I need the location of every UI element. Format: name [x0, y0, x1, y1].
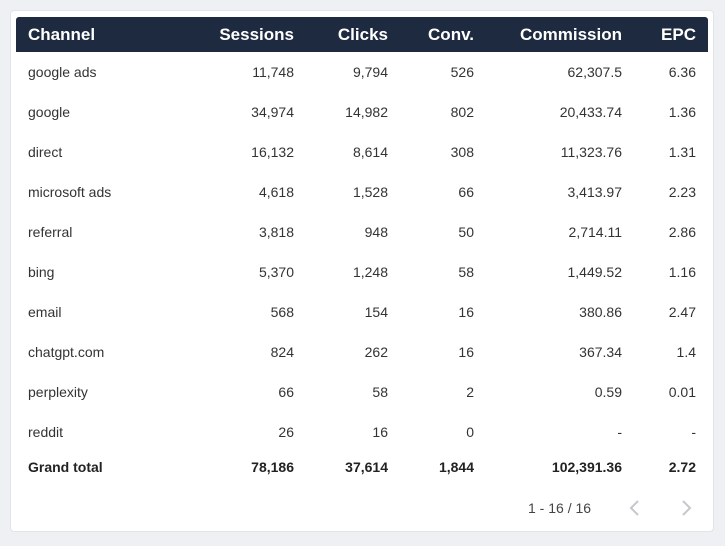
- column-header: Conv.: [428, 25, 474, 44]
- row-label: direct: [28, 144, 63, 160]
- row-label: bing: [28, 264, 55, 280]
- cell-value: 14,982: [345, 104, 388, 120]
- column-header: Sessions: [219, 25, 294, 44]
- cell-value: 380.86: [579, 304, 622, 320]
- cell-value: 2.23: [668, 184, 696, 200]
- cell-value: 802: [450, 104, 474, 120]
- pagination-label: 1 - 16 / 16: [528, 500, 592, 516]
- row-label: google: [28, 104, 71, 120]
- cell-value: 1.4: [676, 344, 696, 360]
- cell-value: 367.34: [579, 344, 622, 360]
- column-header: EPC: [661, 25, 696, 44]
- cell-value: 26: [278, 424, 294, 440]
- next-page[interactable]: [676, 498, 696, 518]
- cell-value: 824: [270, 344, 294, 360]
- cell-value: 308: [450, 144, 474, 160]
- cell-value: 2: [466, 384, 474, 400]
- prev-page[interactable]: [625, 498, 645, 518]
- cell-value: 1.36: [668, 104, 696, 120]
- cell-value: 58: [458, 264, 474, 280]
- row-label: email: [28, 304, 62, 320]
- cell-value: 1,528: [352, 184, 388, 200]
- total-value: 102,391.36: [551, 459, 622, 475]
- cell-value: 2.47: [668, 304, 696, 320]
- cell-value: 11,323.76: [560, 144, 622, 160]
- total-value: 37,614: [345, 459, 388, 475]
- row-label: chatgpt.com: [28, 344, 105, 360]
- cell-value: 568: [270, 304, 294, 320]
- cell-value: 16: [458, 344, 474, 360]
- cell-value: 154: [364, 304, 388, 320]
- cell-value: 58: [372, 384, 388, 400]
- total-label: Grand total: [28, 459, 103, 475]
- cell-value: 4,618: [258, 184, 294, 200]
- cell-value: 34,974: [251, 104, 294, 120]
- table-card: [10, 10, 714, 532]
- cell-value: 66: [278, 384, 294, 400]
- cell-value: 0: [466, 424, 474, 440]
- cell-value: 50: [458, 224, 474, 240]
- total-value: 1,844: [438, 459, 474, 475]
- cell-value: 262: [364, 344, 388, 360]
- cell-value: 0.01: [668, 384, 696, 400]
- column-header: Commission: [519, 25, 622, 44]
- row-label: perplexity: [28, 384, 88, 400]
- cell-value: 948: [364, 224, 388, 240]
- cell-value: 62,307.5: [567, 64, 623, 80]
- cell-value: 2,714.11: [568, 224, 622, 240]
- cell-value: 6.36: [668, 64, 696, 80]
- cell-value: 1.31: [668, 144, 696, 160]
- cell-value: 16: [372, 424, 388, 440]
- cell-value: 2.86: [668, 224, 696, 240]
- cell-value: 1.16: [668, 264, 696, 280]
- cell-value: 20,433.74: [559, 104, 622, 120]
- table-header: [16, 17, 708, 52]
- total-value: 2.72: [668, 459, 696, 475]
- cell-value: 0.59: [594, 384, 622, 400]
- total-value: 78,186: [251, 459, 294, 475]
- cell-value: 16,132: [251, 144, 294, 160]
- cell-value: 1,449.52: [567, 264, 623, 280]
- cell-value: 3,413.97: [567, 184, 623, 200]
- cell-value: 1,248: [352, 264, 388, 280]
- cell-value: 11,748: [252, 64, 294, 80]
- column-header: Channel: [28, 25, 96, 44]
- cell-value: 3,818: [258, 224, 294, 240]
- cell-value: 16: [458, 304, 474, 320]
- cell-value: 5,370: [258, 264, 294, 280]
- cell-value: 66: [458, 184, 474, 200]
- cell-value: -: [617, 424, 622, 440]
- cell-value: 8,614: [352, 144, 388, 160]
- column-header: Clicks: [337, 25, 388, 44]
- row-label: microsoft ads: [28, 184, 112, 200]
- cell-value: 9,794: [352, 64, 388, 80]
- cell-value: 526: [450, 64, 474, 80]
- row-label: referral: [28, 224, 73, 240]
- cell-value: -: [691, 424, 696, 440]
- row-label: reddit: [28, 424, 64, 440]
- row-label: google ads: [28, 64, 97, 80]
